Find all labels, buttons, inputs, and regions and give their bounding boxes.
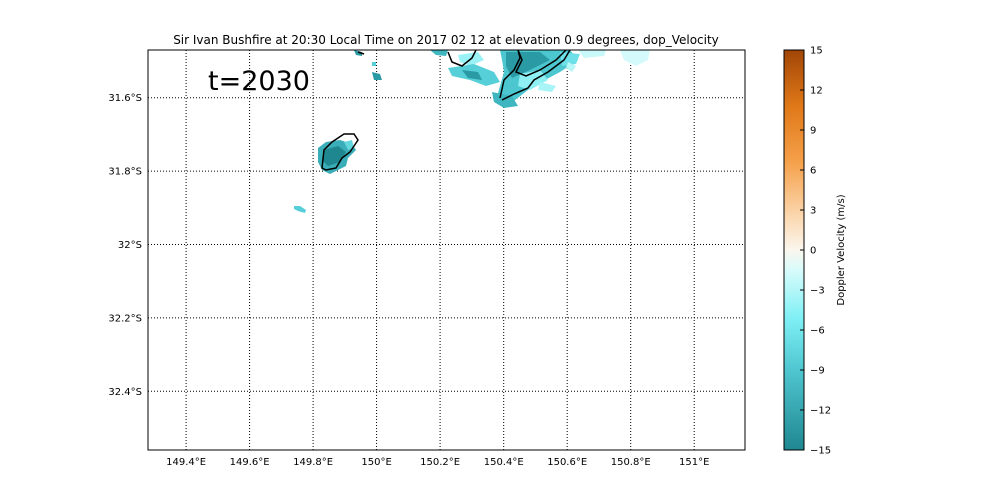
echo-region-west bbox=[318, 140, 356, 174]
colorbar: 15 12 9 6 3 0 −3 −6 −9 −12 −15 Doppler Velocity (m… bbox=[783, 46, 847, 457]
lat-tick-label: 32°S bbox=[118, 240, 142, 251]
colorbar-tick-label: 15 bbox=[810, 46, 823, 57]
lon-tick-label: 150.2°E bbox=[420, 457, 460, 468]
plot-frame bbox=[147, 49, 746, 451]
time-label: t=2030 bbox=[208, 66, 310, 97]
lon-tick-label: 149.8°E bbox=[293, 457, 333, 468]
lat-tick-label: 32.4°S bbox=[108, 387, 142, 398]
radar-echoes bbox=[294, 50, 650, 213]
lat-tick-label: 32.2°S bbox=[108, 313, 142, 324]
lon-tick-label: 149.4°E bbox=[166, 457, 206, 468]
colorbar-tick-label: 9 bbox=[810, 126, 816, 137]
colorbar-tick-label: −6 bbox=[810, 326, 825, 337]
colorbar-tick-label: −3 bbox=[810, 286, 825, 297]
colorbar-tick-label: 3 bbox=[810, 206, 816, 217]
colorbar-tick-label: 0 bbox=[810, 246, 816, 257]
lat-tick-label: 31.8°S bbox=[108, 167, 142, 178]
plot-background bbox=[148, 50, 745, 450]
colorbar-label: Doppler Velocity (m/s) bbox=[836, 194, 847, 305]
lon-tick-label: 149.6°E bbox=[230, 457, 270, 468]
colorbar-ticks: 15 12 9 6 3 0 −3 −6 −9 −12 −15 bbox=[800, 46, 831, 457]
lon-tick-label: 151°E bbox=[679, 457, 709, 468]
echo-region-small bbox=[294, 206, 306, 213]
lon-tick-label: 150.8°E bbox=[611, 457, 651, 468]
colorbar-tick-label: 6 bbox=[810, 166, 816, 177]
latitude-tick-labels: 31.6°S 31.8°S 32°S 32.2°S 32.4°S bbox=[108, 93, 142, 398]
colorbar-tick-label: −15 bbox=[810, 446, 831, 457]
colorbar-tick-label: 12 bbox=[810, 86, 823, 97]
lat-tick-label: 31.6°S bbox=[108, 93, 142, 104]
colorbar-tick-label: −12 bbox=[810, 406, 831, 417]
colorbar-tick-label: −9 bbox=[810, 366, 825, 377]
gridlines bbox=[148, 50, 745, 450]
lon-tick-label: 150.4°E bbox=[484, 457, 524, 468]
lon-tick-label: 150.6°E bbox=[547, 457, 587, 468]
lon-tick-label: 150°E bbox=[361, 457, 391, 468]
map-plot-area bbox=[147, 49, 746, 451]
longitude-tick-labels: 149.4°E 149.6°E 149.8°E 150°E 150.2°E 150.4°E… bbox=[166, 457, 709, 468]
contours bbox=[321, 50, 571, 171]
figure-title: Sir Ivan Bushfire at 20:30 Local Time on… bbox=[173, 33, 719, 47]
